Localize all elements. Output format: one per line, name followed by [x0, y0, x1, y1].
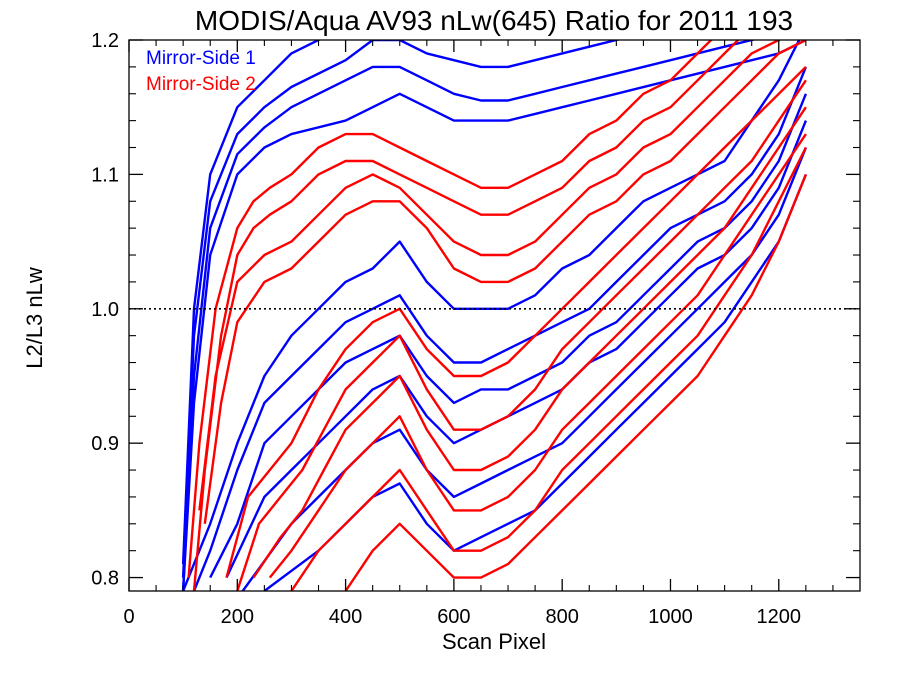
series-line-6 — [192, 66, 808, 591]
series-line-4 — [181, 40, 807, 591]
series-line-2 — [181, 40, 622, 578]
y-axis-label: L2/L3 nLw — [22, 267, 47, 369]
series-line-12 — [192, 40, 740, 591]
chart-title: MODIS/Aqua AV93 nLw(645) Ratio for 2011 … — [195, 5, 793, 36]
series-line-11 — [187, 40, 713, 578]
x-tick-label: 400 — [329, 606, 362, 628]
x-tick-label: 800 — [545, 606, 578, 628]
series-line-18 — [268, 133, 807, 579]
series-line-13 — [198, 40, 782, 511]
x-tick-label: 600 — [437, 606, 470, 628]
series-line-10 — [263, 173, 808, 591]
series-line-14 — [203, 40, 807, 524]
y-axis-ticks: 0.8 0.9 1.0 1.1 1.2 — [91, 30, 860, 590]
x-axis-ticks: 0 200 400 600 800 1000 1200 — [123, 40, 834, 628]
series-layer — [181, 40, 808, 591]
y-tick-label: 1.1 — [91, 164, 119, 186]
series-line-20 — [344, 173, 808, 591]
series-line-15 — [225, 66, 807, 578]
plot-frame — [128, 39, 861, 592]
series-line-8 — [225, 120, 808, 579]
y-tick-label: 1.0 — [91, 299, 119, 321]
y-tick-label: 1.2 — [91, 30, 119, 52]
x-tick-label: 1200 — [757, 606, 802, 628]
y-tick-label: 0.9 — [91, 433, 119, 455]
series-line-1 — [181, 40, 322, 565]
legend-entry-mirror-side-1: Mirror-Side 1 — [146, 48, 256, 69]
legend: Mirror-Side 1 Mirror-Side 2 — [146, 48, 256, 95]
x-tick-label: 200 — [221, 606, 254, 628]
series-line-3 — [181, 40, 757, 591]
x-tick-label: 1000 — [648, 606, 693, 628]
x-axis-label: Scan Pixel — [442, 629, 546, 654]
series-line-17 — [252, 106, 807, 579]
x-tick-label: 0 — [123, 606, 134, 628]
series-line-16 — [236, 79, 807, 591]
legend-entry-mirror-side-2: Mirror-Side 2 — [146, 74, 256, 95]
series-line-7 — [209, 93, 808, 579]
y-tick-label: 0.8 — [91, 568, 119, 590]
series-line-19 — [290, 146, 807, 591]
